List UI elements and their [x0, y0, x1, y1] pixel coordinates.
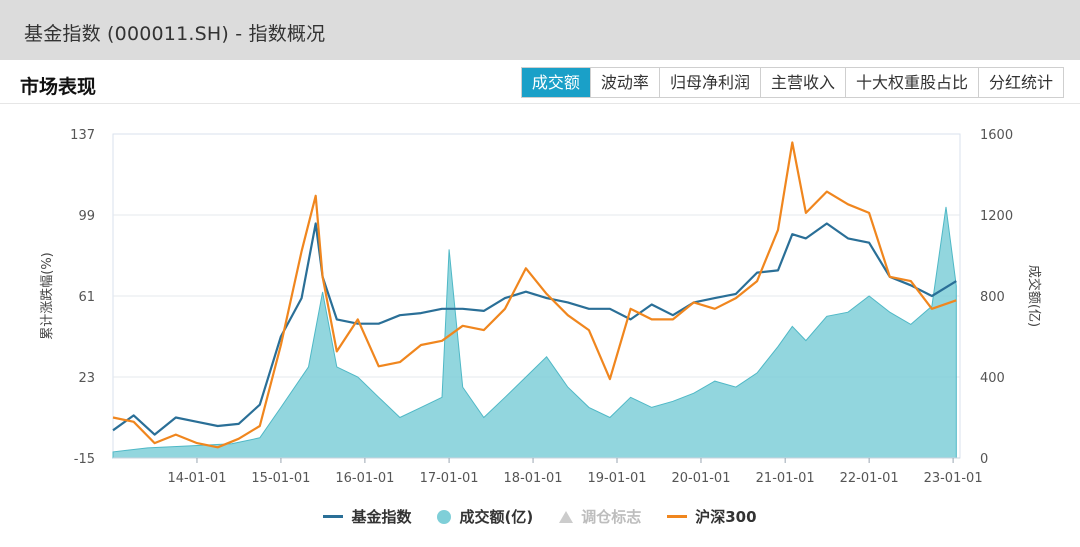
page-title: 基金指数 (000011.SH) - 指数概况 — [24, 23, 326, 45]
chart-legend: 基金指数 成交额(亿) 调仓标志 沪深300 — [0, 506, 1080, 527]
section-divider — [0, 103, 1080, 104]
tab-turnover[interactable]: 成交额 — [521, 68, 590, 97]
series-hs300-line — [112, 141, 957, 449]
volume-area — [112, 206, 957, 459]
x-tick-label: 22-01-01 — [840, 471, 899, 486]
legend-hs300-label: 沪深300 — [695, 508, 757, 526]
x-tick-label: 15-01-01 — [251, 471, 310, 486]
y-left-tick-label: 99 — [78, 209, 95, 224]
triangle-icon — [559, 510, 574, 523]
performance-chart: 137 99 61 23 -15 1600 1200 800 400 0 14-01-01 15-… — [39, 128, 1042, 486]
x-tick-label: 17-01-01 — [420, 471, 479, 486]
legend-volume-label: 成交额(亿) — [459, 508, 534, 526]
x-tick-label: 16-01-01 — [335, 471, 394, 486]
x-tick-label: 19-01-01 — [588, 471, 647, 486]
legend-rebalance-label: 调仓标志 — [581, 508, 642, 526]
y-right-tick-label: 0 — [980, 452, 988, 467]
legend-volume-swatch — [437, 509, 452, 524]
tab-dividends[interactable]: 分红统计 — [977, 68, 1063, 97]
series-lines — [112, 141, 957, 449]
tab-top10-weight[interactable]: 十大权重股占比 — [844, 68, 978, 97]
legend-item-hs300[interactable]: 沪深300 — [667, 506, 757, 527]
x-axis: 14-01-01 15-01-01 16-01-01 17-01-01 18-01-01… — [113, 457, 983, 486]
y-right-tick-label: 400 — [980, 371, 1005, 386]
x-tick-label: 20-01-01 — [671, 471, 730, 486]
metric-tabs: 成交额 波动率 归母净利润 主营收入 十大权重股占比 分红统计 — [520, 67, 1064, 98]
y-left-axis: 137 99 61 23 -15 — [70, 128, 95, 467]
y-right-axis-title: 成交额(亿) — [1026, 265, 1042, 327]
y-left-tick-label: 61 — [78, 290, 95, 305]
legend-fund-index-label: 基金指数 — [351, 508, 412, 526]
legend-item-volume[interactable]: 成交额(亿) — [437, 506, 533, 527]
page-header: 基金指数 (000011.SH) - 指数概况 — [0, 0, 1080, 60]
legend-hs300-swatch — [667, 515, 688, 518]
series-fund-index-line — [112, 222, 957, 436]
y-left-tick-label: -15 — [74, 452, 95, 467]
y-right-tick-label: 1200 — [980, 209, 1013, 224]
y-left-tick-label: 23 — [78, 371, 95, 386]
y-right-tick-label: 1600 — [980, 128, 1013, 143]
section-title: 市场表现 — [20, 76, 97, 98]
x-tick-label: 21-01-01 — [756, 471, 815, 486]
legend-item-rebalance[interactable]: 调仓标志 — [559, 506, 641, 527]
y-right-axis: 1600 1200 800 400 0 — [980, 128, 1013, 467]
y-left-axis-title: 累计涨跌幅(%) — [39, 252, 55, 340]
legend-fund-index-swatch — [323, 515, 344, 518]
tab-net-profit[interactable]: 归母净利润 — [658, 68, 760, 97]
tab-volatility[interactable]: 波动率 — [589, 68, 659, 97]
y-left-tick-label: 137 — [70, 128, 95, 143]
x-tick-label: 18-01-01 — [504, 471, 563, 486]
tab-revenue[interactable]: 主营收入 — [759, 68, 845, 97]
legend-item-fund-index[interactable]: 基金指数 — [323, 506, 411, 527]
series-volume-area — [112, 206, 957, 459]
x-tick-label: 23-01-01 — [924, 471, 983, 486]
x-tick-label: 14-01-01 — [167, 471, 226, 486]
y-right-tick-label: 800 — [980, 290, 1005, 305]
